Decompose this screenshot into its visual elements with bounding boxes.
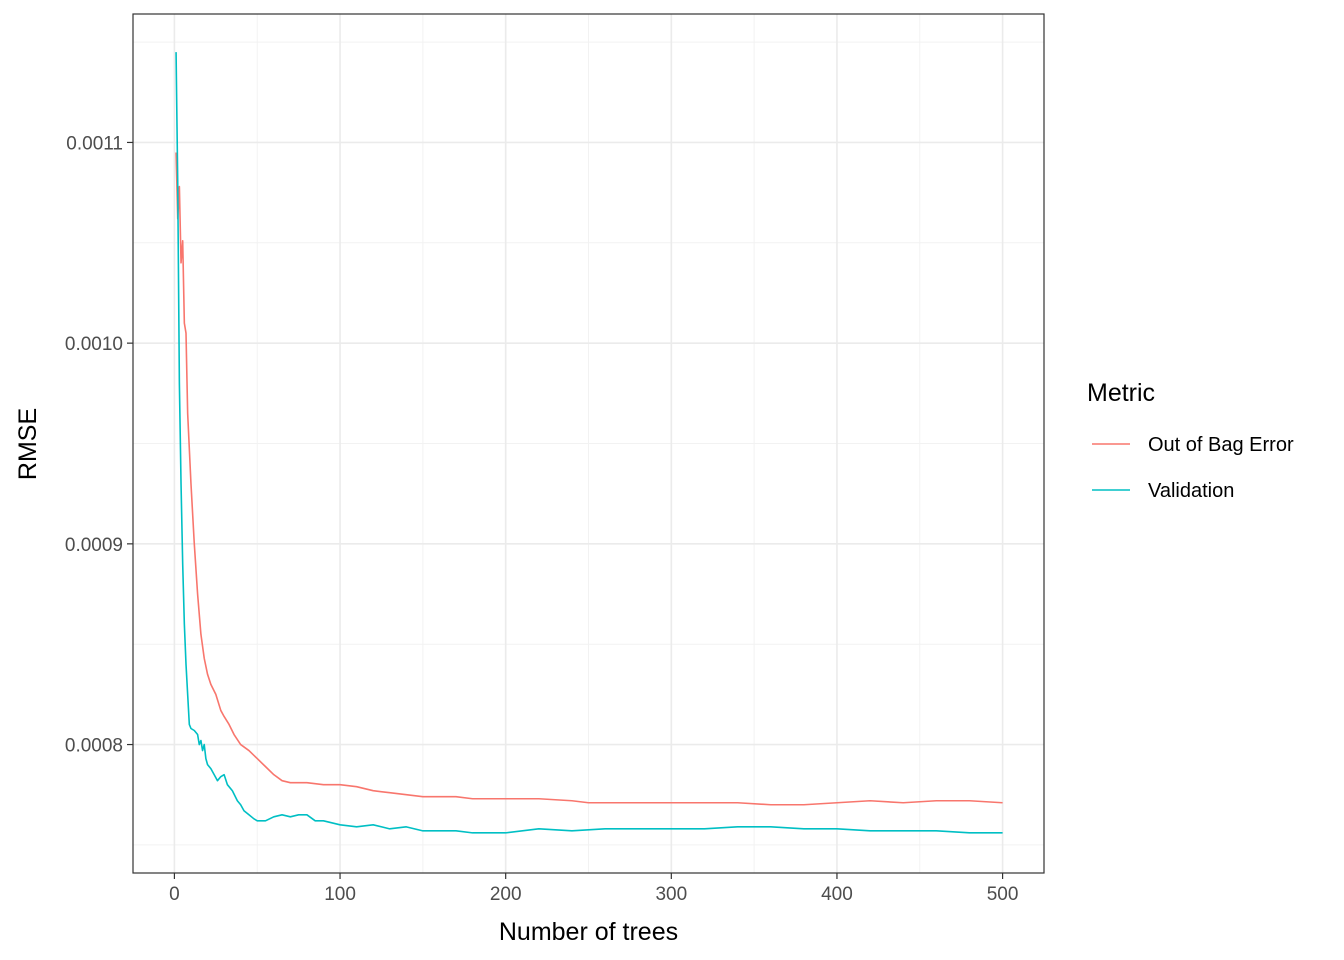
x-tick-label: 200 [490, 884, 522, 905]
y-tick-label: 0.0009 [65, 535, 123, 556]
legend-title: Metric [1087, 379, 1155, 407]
legend: Metric Out of Bag Error Validation [1087, 379, 1294, 502]
y-tick-label: 0.0010 [65, 334, 123, 355]
series-layer [175, 52, 1003, 834]
y-axis-title: RMSE [14, 408, 42, 480]
x-tick-label: 0 [169, 884, 180, 905]
grid-minor [133, 14, 1044, 873]
x-tick-label: 400 [821, 884, 853, 905]
x-axis-ticks: 0 100 200 300 400 500 [169, 873, 1018, 905]
panel-border [132, 13, 1045, 874]
y-tick-label: 0.0011 [66, 133, 123, 154]
series-line-out-of-bag-error [175, 152, 1003, 806]
x-tick-label: 500 [987, 884, 1019, 905]
legend-items: Out of Bag Error Validation [1092, 434, 1294, 502]
x-axis-title: Number of trees [499, 918, 678, 946]
y-axis-ticks: 0.0008 0.0009 0.0010 0.0011 [65, 133, 133, 757]
x-tick-label: 300 [655, 884, 687, 905]
grid-major [133, 14, 1044, 873]
y-tick-label: 0.0008 [65, 736, 123, 757]
series-line-validation [175, 52, 1003, 834]
legend-label-out-of-bag-error: Out of Bag Error [1148, 434, 1294, 456]
legend-label-validation: Validation [1148, 480, 1234, 502]
x-tick-label: 100 [324, 884, 356, 905]
